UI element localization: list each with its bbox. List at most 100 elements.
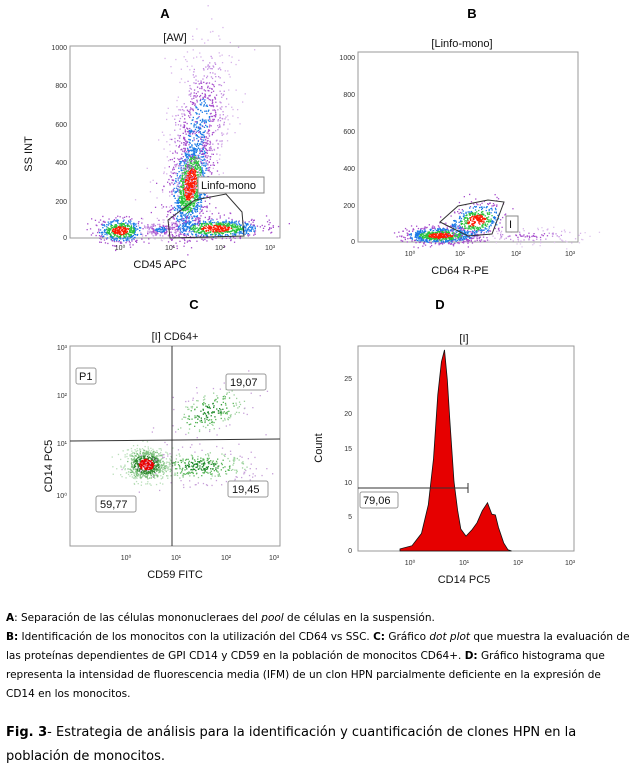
event-dot (180, 109, 182, 111)
event-dot (209, 166, 211, 169)
event-dot (115, 231, 117, 234)
event-dot (485, 209, 487, 212)
event-dot (173, 222, 175, 224)
event-dot (184, 144, 187, 146)
event-dot (196, 231, 198, 233)
event-dot (176, 245, 178, 247)
event-dot (459, 238, 461, 240)
event-dot (161, 226, 164, 228)
event-dot (228, 103, 230, 105)
event-dot (121, 229, 124, 231)
event-dot (125, 235, 127, 237)
event-dot (191, 189, 193, 191)
event-dot (454, 233, 457, 235)
event-dot (210, 120, 212, 122)
event-dot (473, 227, 475, 229)
panel-b-xtick: 10⁰ (405, 250, 416, 258)
event-dot (479, 204, 481, 206)
event-dot (188, 176, 190, 178)
event-dot (183, 113, 185, 115)
event-dot (196, 208, 198, 211)
event-dot (211, 100, 214, 102)
event-dot (184, 188, 186, 190)
event-dot (495, 242, 497, 244)
event-dot (469, 217, 471, 220)
event-dot (100, 232, 102, 234)
event-dot (411, 238, 413, 240)
event-dot (152, 224, 154, 227)
event-dot (119, 236, 121, 238)
event-dot (475, 229, 478, 232)
event-dot (473, 229, 476, 231)
event-dot (131, 240, 133, 242)
event-dot (190, 101, 192, 103)
event-dot (180, 201, 182, 203)
event-dot (136, 228, 138, 230)
event-dot (193, 168, 195, 170)
event-dot (532, 239, 534, 241)
event-dot (142, 218, 144, 220)
event-dot (215, 130, 217, 132)
event-dot (435, 235, 438, 237)
event-dot (179, 193, 181, 195)
event-dot (200, 171, 202, 174)
event-dot (236, 229, 238, 231)
panel-a-gate-label: Linfo-mono (201, 180, 256, 192)
event-dot (434, 238, 436, 240)
event-dot (171, 226, 173, 229)
event-dot (479, 239, 481, 242)
event-dot (192, 203, 194, 205)
event-dot (215, 237, 217, 239)
event-dot (177, 211, 179, 213)
event-dot (463, 218, 465, 220)
event-dot (184, 114, 186, 116)
event-dot (171, 172, 173, 174)
event-dot (201, 233, 203, 235)
event-dot (178, 137, 181, 139)
event-dot (461, 230, 463, 232)
event-dot (110, 225, 113, 227)
event-dot (196, 56, 198, 58)
event-dot (136, 447, 138, 450)
event-dot (491, 205, 493, 207)
event-dot (163, 171, 165, 173)
event-dot (476, 239, 478, 242)
event-dot (188, 174, 190, 176)
event-dot (447, 233, 450, 236)
event-dot (225, 228, 227, 230)
event-dot (195, 233, 197, 235)
event-dot (288, 223, 290, 225)
event-dot (226, 140, 229, 142)
event-dot (187, 198, 189, 200)
event-dot (190, 193, 192, 195)
event-dot (187, 80, 189, 82)
event-dot (194, 103, 196, 105)
event-dot (209, 227, 211, 230)
event-dot (157, 474, 159, 477)
event-dot (197, 205, 199, 207)
event-dot (470, 211, 472, 213)
event-dot (120, 234, 122, 236)
event-dot (221, 235, 223, 237)
event-dot (206, 142, 208, 144)
event-dot (126, 225, 129, 228)
event-dot (433, 232, 435, 234)
event-dot (183, 186, 185, 189)
event-dot (223, 90, 225, 92)
event-dot (461, 235, 463, 237)
event-dot (206, 75, 209, 77)
event-dot (114, 230, 116, 233)
event-dot (218, 230, 220, 232)
event-dot (471, 242, 474, 244)
event-dot (188, 211, 191, 214)
event-dot (157, 228, 160, 231)
event-dot (197, 166, 199, 169)
event-dot (94, 219, 97, 221)
event-dot (178, 167, 180, 169)
event-dot (490, 225, 492, 227)
event-dot (169, 228, 172, 230)
event-dot (175, 180, 177, 183)
event-dot (219, 84, 221, 86)
event-dot (221, 143, 223, 145)
event-dot (195, 79, 197, 81)
